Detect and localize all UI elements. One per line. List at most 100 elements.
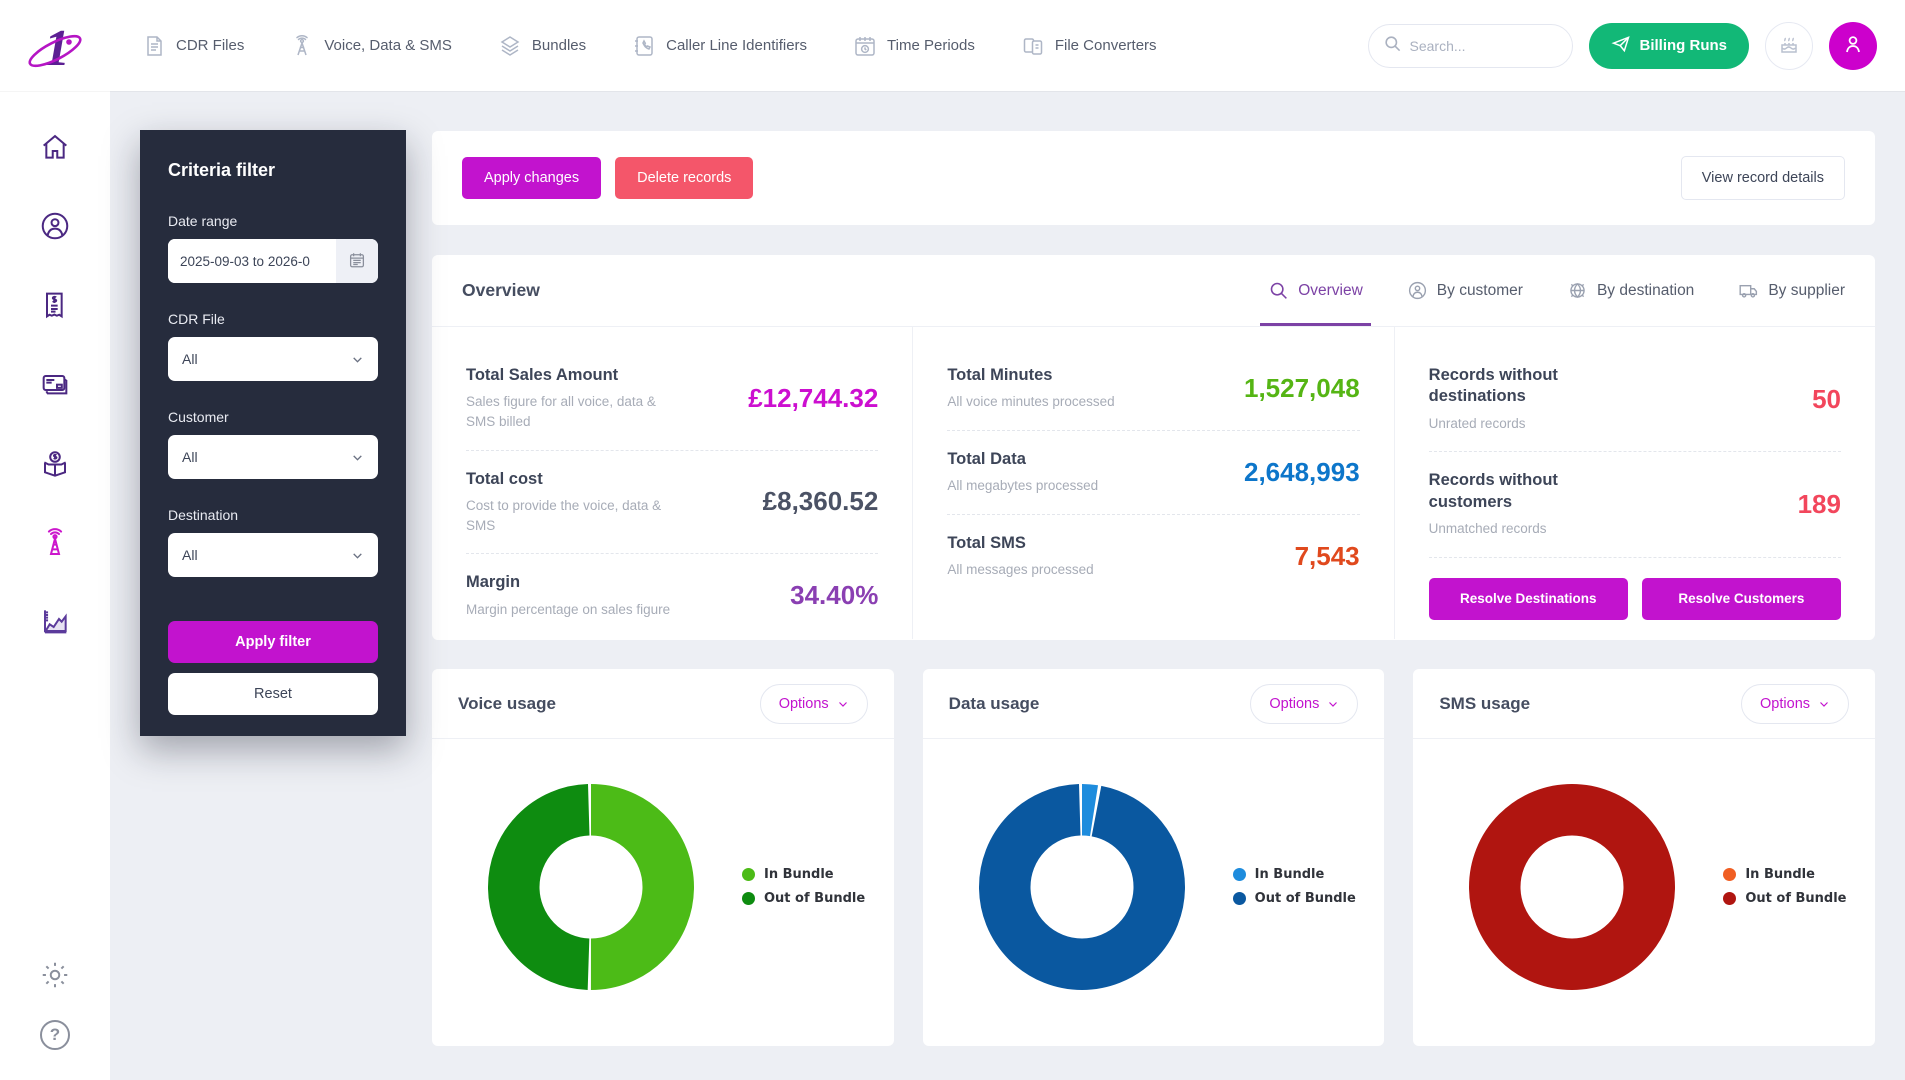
reset-filter-button[interactable]: Reset bbox=[168, 673, 378, 715]
legend-item[interactable]: In Bundle bbox=[1232, 867, 1356, 882]
date-range-label: Date range bbox=[168, 213, 238, 229]
resolve-buttons-row: Resolve Destinations Resolve Customers bbox=[1428, 556, 1841, 620]
voice-options-button[interactable]: Options bbox=[759, 683, 868, 724]
overview-card: Overview Overview By customer By destina… bbox=[432, 255, 1875, 640]
chart-body: In Bundle Out of Bundle bbox=[1413, 739, 1875, 1046]
tab-by-customer[interactable]: By customer bbox=[1407, 255, 1523, 326]
legend-item[interactable]: Out of Bundle bbox=[742, 891, 865, 906]
sidebar-item-invoices[interactable] bbox=[32, 282, 78, 328]
sidebar-bottom: ? bbox=[32, 952, 78, 1050]
stat-total-sms: Total SMS All messages processed 7,543 bbox=[947, 514, 1360, 598]
nav-item-bundles[interactable]: Bundles bbox=[498, 34, 586, 58]
tab-overview[interactable]: Overview bbox=[1260, 255, 1371, 326]
sms-options-button[interactable]: Options bbox=[1741, 683, 1850, 724]
data-options-button[interactable]: Options bbox=[1250, 683, 1359, 724]
sms-usage-donut bbox=[1469, 783, 1676, 990]
sidebar-item-bundle-pricing[interactable] bbox=[32, 440, 78, 486]
stat-value: 34.40% bbox=[790, 580, 879, 611]
legend-dot bbox=[1232, 868, 1246, 881]
legend-label: In Bundle bbox=[1254, 867, 1325, 882]
tab-by-supplier[interactable]: By supplier bbox=[1738, 255, 1845, 326]
legend-item[interactable]: In Bundle bbox=[742, 867, 865, 882]
destination-select[interactable]: All bbox=[168, 533, 378, 577]
apply-filter-button[interactable]: Apply filter bbox=[168, 621, 378, 663]
nav-item-time-periods[interactable]: Time Periods bbox=[853, 34, 975, 58]
overview-body: Total Sales Amount Sales figure for all … bbox=[432, 327, 1875, 639]
chart-body: In Bundle Out of Bundle bbox=[923, 739, 1385, 1046]
view-record-details-button[interactable]: View record details bbox=[1680, 156, 1845, 200]
chart-header: Voice usage Options bbox=[432, 669, 894, 739]
tab-label: Overview bbox=[1298, 281, 1363, 299]
overview-tabs: Overview By customer By destination By s… bbox=[1260, 255, 1845, 326]
billing-runs-label: Billing Runs bbox=[1639, 37, 1728, 54]
cdr-file-value: All bbox=[182, 351, 198, 367]
user-avatar-button[interactable] bbox=[1829, 21, 1877, 70]
nav-item-label: Voice, Data & SMS bbox=[324, 37, 452, 54]
chart-body: In Bundle Out of Bundle bbox=[432, 739, 894, 1046]
stat-desc: All messages processed bbox=[947, 562, 1094, 578]
stat-title: Margin bbox=[466, 573, 521, 592]
search-input[interactable] bbox=[1409, 37, 1550, 54]
tab-label: By destination bbox=[1596, 281, 1695, 299]
nav-item-label: Caller Line Identifiers bbox=[666, 37, 808, 54]
stat-total-minutes: Total Minutes All voice minutes processe… bbox=[947, 355, 1359, 430]
chart-title: Voice usage bbox=[458, 693, 556, 713]
record-actions-card: Apply changes Delete records View record… bbox=[432, 131, 1875, 225]
stat-total-sales: Total Sales Amount Sales figure for all … bbox=[466, 355, 878, 450]
nav-item-label: File Converters bbox=[1054, 37, 1157, 54]
options-label: Options bbox=[1269, 695, 1320, 712]
gear-icon[interactable] bbox=[32, 952, 78, 998]
file-converter-icon bbox=[1021, 34, 1045, 58]
stat-title: Total Data bbox=[947, 450, 1026, 468]
stat-title: Total cost bbox=[466, 469, 543, 488]
app-logo[interactable]: 1 bbox=[0, 0, 110, 91]
nav-right-cluster: Billing Runs bbox=[1367, 21, 1877, 70]
help-icon[interactable]: ? bbox=[40, 1020, 70, 1050]
nav-item-label: Time Periods bbox=[887, 37, 975, 54]
chart-header: SMS usage Options bbox=[1413, 669, 1876, 739]
customer-label: Customer bbox=[168, 409, 229, 425]
delete-records-button[interactable]: Delete records bbox=[615, 157, 754, 199]
resolve-destinations-button[interactable]: Resolve Destinations bbox=[1428, 577, 1628, 620]
nav-item-voice-data-sms[interactable]: Voice, Data & SMS bbox=[290, 34, 452, 58]
billing-runs-button[interactable]: Billing Runs bbox=[1588, 22, 1749, 69]
options-label: Options bbox=[1760, 695, 1811, 712]
legend-item[interactable]: Out of Bundle bbox=[1232, 891, 1356, 906]
layers-icon bbox=[498, 34, 522, 58]
chevron-down-icon bbox=[838, 701, 847, 707]
apply-changes-button[interactable]: Apply changes bbox=[462, 157, 602, 199]
chart-title: SMS usage bbox=[1439, 693, 1531, 713]
legend-item[interactable]: Out of Bundle bbox=[1723, 891, 1847, 906]
main-content: Apply changes Delete records View record… bbox=[432, 131, 1876, 1046]
stat-value: 2,648,993 bbox=[1243, 457, 1360, 487]
sidebar-item-reports[interactable] bbox=[32, 598, 78, 644]
legend-item[interactable]: In Bundle bbox=[1723, 867, 1846, 882]
main-menu: CDR Files Voice, Data & SMS Bundles Call… bbox=[142, 34, 1368, 58]
cdr-file-select[interactable]: All bbox=[168, 337, 378, 381]
date-range-input[interactable] bbox=[168, 239, 336, 283]
sidebar-item-home[interactable] bbox=[32, 124, 78, 170]
stat-value: 7,543 bbox=[1294, 541, 1360, 571]
whats-new-button[interactable] bbox=[1765, 21, 1813, 70]
sidebar-item-usage-active[interactable] bbox=[32, 519, 78, 565]
nav-item-cdr-files[interactable]: CDR Files bbox=[142, 34, 244, 58]
calendar-picker-button[interactable] bbox=[336, 239, 378, 283]
sms-usage-card: SMS usage Options In Bundle Out of Bundle bbox=[1413, 669, 1876, 1046]
stat-value: 50 bbox=[1812, 383, 1841, 414]
nav-item-file-converters[interactable]: File Converters bbox=[1021, 34, 1157, 58]
stat-total-data: Total Data All megabytes processed 2,648… bbox=[947, 430, 1360, 514]
contact-book-icon bbox=[632, 34, 656, 58]
tab-by-destination[interactable]: By destination bbox=[1567, 255, 1694, 326]
customer-select[interactable]: All bbox=[168, 435, 378, 479]
nav-item-caller-line-identifiers[interactable]: Caller Line Identifiers bbox=[632, 34, 807, 58]
sidebar-item-customers[interactable] bbox=[32, 203, 78, 249]
stat-margin: Margin Margin percentage on sales figure… bbox=[466, 553, 879, 637]
legend-dot bbox=[742, 892, 755, 905]
stat-desc: Cost to provide the voice, data & SMS bbox=[466, 498, 662, 533]
sidebar-item-payments[interactable] bbox=[32, 361, 78, 407]
resolve-customers-button[interactable]: Resolve Customers bbox=[1641, 577, 1841, 620]
calendar-clock-icon bbox=[853, 34, 877, 58]
stat-total-cost: Total cost Cost to provide the voice, da… bbox=[466, 449, 879, 554]
help-glyph: ? bbox=[49, 1025, 61, 1044]
voice-usage-donut bbox=[488, 783, 694, 990]
